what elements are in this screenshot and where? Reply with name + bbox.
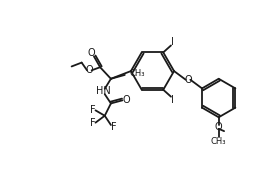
Text: F: F: [90, 105, 95, 114]
Text: CH₃: CH₃: [129, 69, 145, 78]
Text: CH₃: CH₃: [211, 137, 227, 146]
Text: O: O: [86, 65, 93, 75]
Text: O: O: [184, 75, 192, 85]
Text: HN: HN: [96, 86, 111, 96]
Text: I: I: [171, 95, 174, 105]
Text: F: F: [90, 118, 95, 128]
Text: I: I: [171, 37, 174, 47]
Text: O: O: [215, 122, 222, 132]
Text: F: F: [111, 121, 117, 132]
Text: O: O: [123, 95, 130, 105]
Text: O: O: [87, 48, 95, 58]
